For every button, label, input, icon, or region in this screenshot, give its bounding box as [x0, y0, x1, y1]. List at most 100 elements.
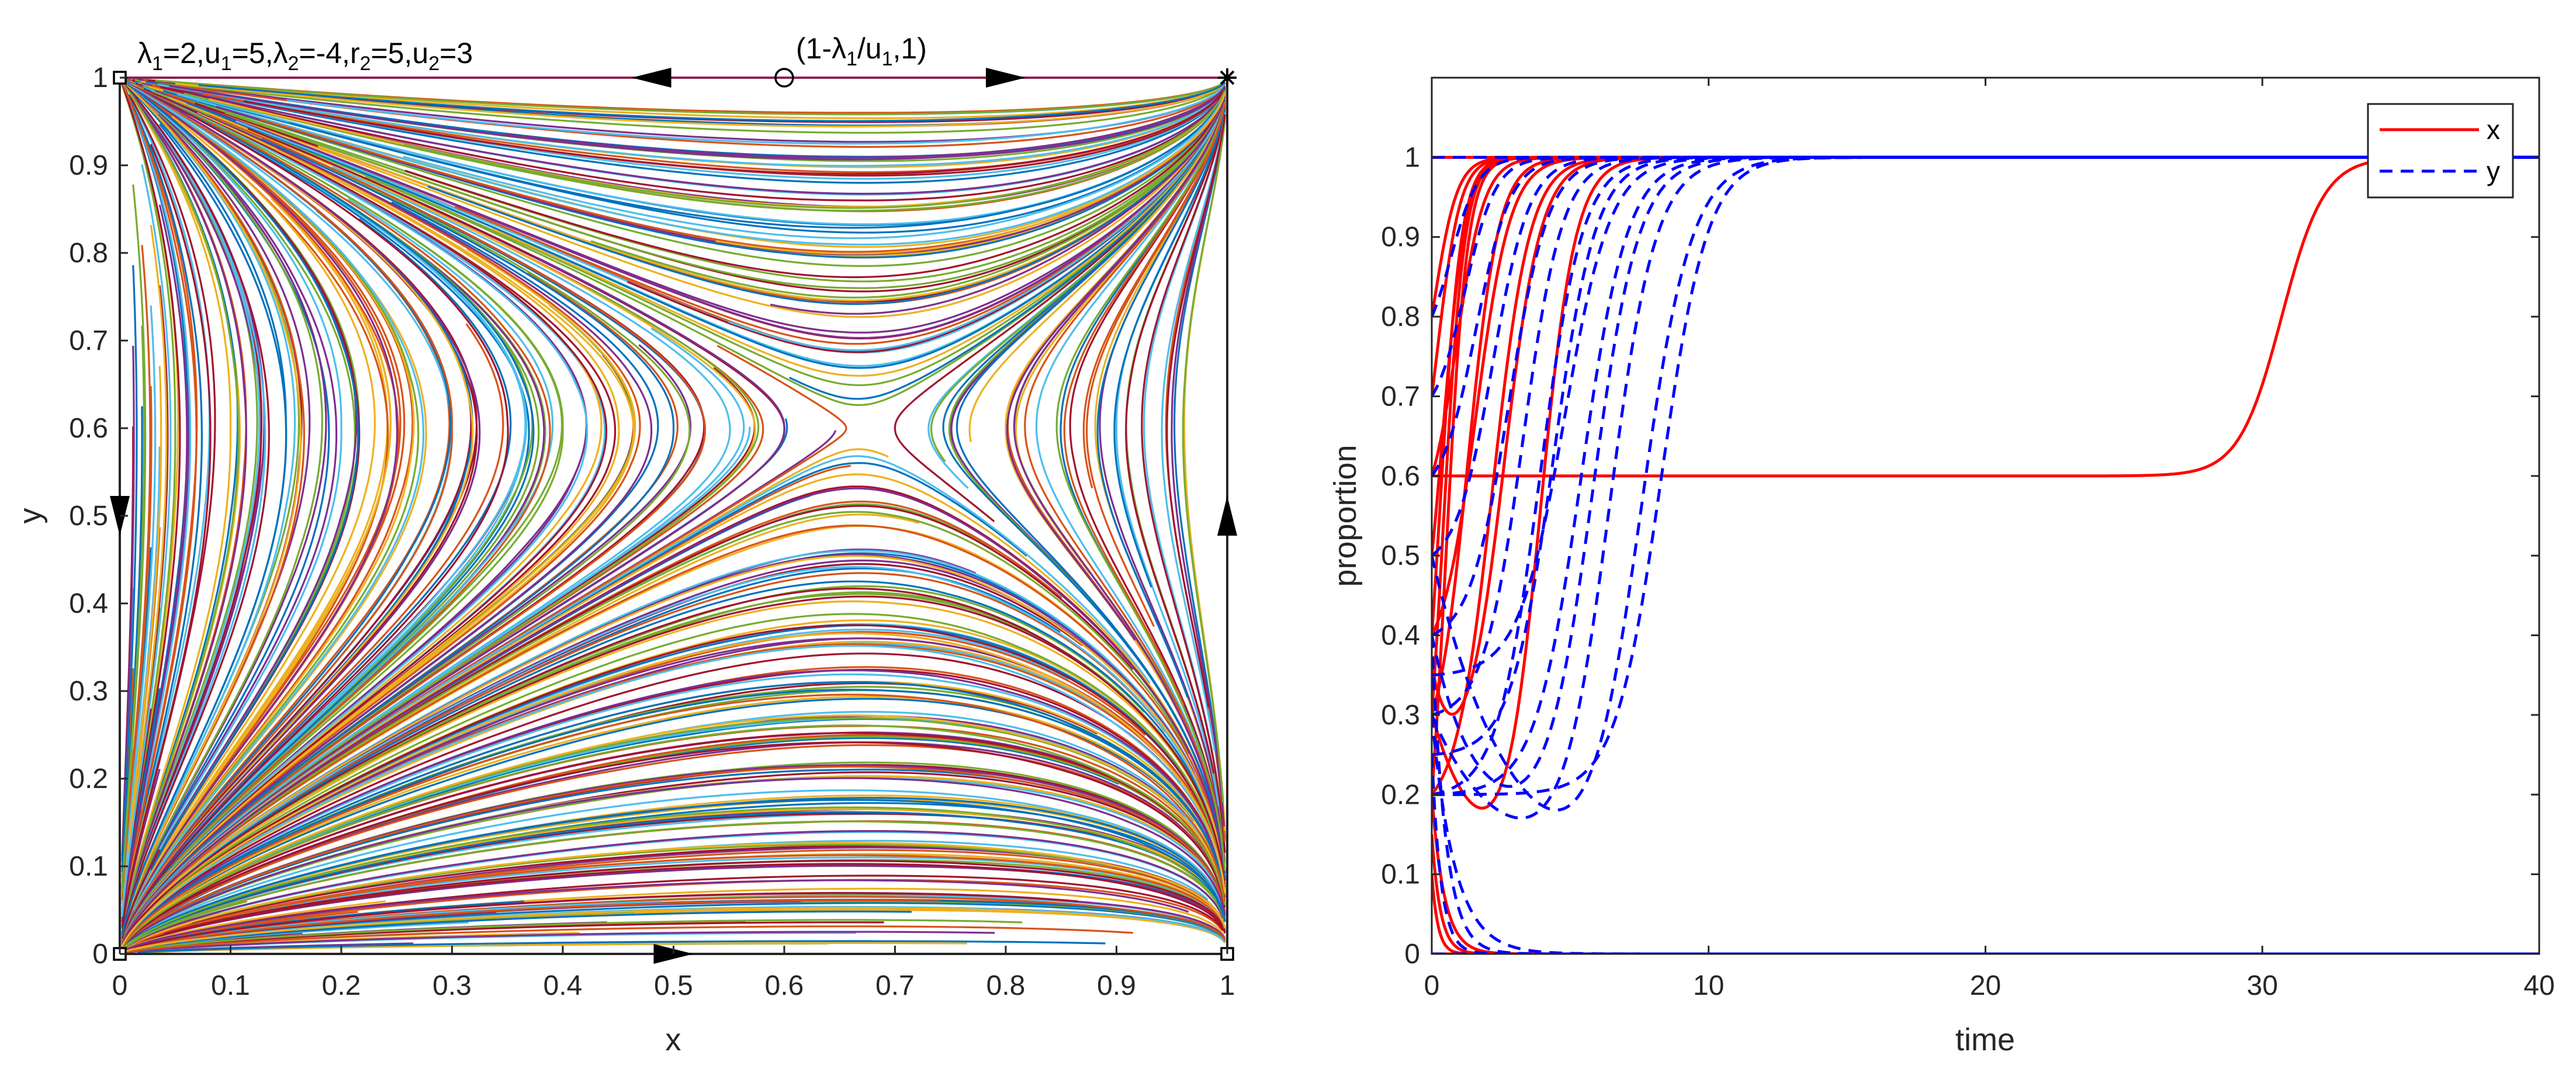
y-tick-label: 0.6	[1381, 461, 1420, 492]
streamline	[1116, 865, 1226, 929]
y-tick-label: 0.2	[1381, 779, 1420, 810]
streamline	[289, 139, 840, 333]
streamline	[1116, 690, 1226, 888]
streamline	[1019, 909, 1226, 943]
streamline	[289, 122, 1020, 229]
streamline	[588, 287, 760, 464]
streamline	[1184, 119, 1226, 376]
streamline	[631, 367, 756, 552]
streamline	[1129, 96, 1226, 210]
streamline	[950, 856, 1226, 931]
x-tick-label: 10	[1693, 970, 1724, 1001]
streamline	[127, 82, 398, 332]
streamline	[927, 374, 969, 489]
streamline	[576, 84, 1226, 134]
streamline	[1063, 375, 1185, 706]
streamline	[1185, 85, 1226, 114]
streamline	[243, 100, 1062, 175]
y-tick-label: 0.3	[69, 676, 108, 707]
x-tick-label: 0.8	[986, 970, 1026, 1001]
streamline	[121, 123, 288, 937]
equilibrium-label: (1-λ1/u1,1)	[796, 32, 927, 70]
x-tick-label: 0.3	[432, 970, 472, 1001]
streamline	[626, 280, 951, 353]
y-tick-label: 0.2	[69, 763, 108, 794]
streamline	[141, 940, 1106, 953]
y-tick-label: 0.5	[69, 501, 108, 532]
streamline	[1129, 821, 1226, 916]
x-tick-label: 0	[112, 970, 128, 1001]
y-tick-label: 0.4	[69, 588, 108, 619]
streamline	[1074, 725, 1226, 898]
arrow-left	[631, 68, 671, 88]
streamline	[152, 93, 508, 420]
streamline	[121, 245, 151, 900]
streamline	[728, 430, 837, 508]
streamline	[1006, 384, 1136, 641]
streamline	[1115, 515, 1226, 862]
streamline	[716, 345, 840, 421]
streamline	[134, 86, 398, 420]
streamline	[1171, 594, 1226, 853]
streamline	[174, 114, 406, 604]
streamline	[122, 907, 1161, 953]
streamline	[202, 135, 401, 683]
x-tick-label: 0.1	[211, 970, 250, 1001]
phase-title: λ1=2,u1=5,λ2=-4,r2=5,u2=3	[137, 37, 473, 75]
x-tick-label: 0.4	[543, 970, 583, 1001]
x-tick-label: 0.6	[765, 970, 804, 1001]
streamline	[1082, 200, 1186, 489]
time-series-panel: 0 10 20 30 40 00.10.20.30.40.50.60.70.80.91 …	[1328, 77, 2555, 1057]
streamline	[839, 505, 1134, 671]
x-axis-ticks: 0 0.1 0.2 0.3 0.4 0.5 0.6 0.7 0.8 0.9 1	[112, 946, 1235, 1001]
streamline	[298, 218, 512, 727]
x-tick-label: 40	[2523, 970, 2554, 1001]
streamline	[121, 487, 1062, 945]
streamline	[391, 201, 659, 508]
streamline	[157, 113, 311, 692]
streamline	[128, 94, 216, 639]
y-tick-label: 1	[1404, 142, 1420, 173]
streamline	[197, 111, 619, 420]
streamline	[261, 137, 675, 428]
streamline	[537, 257, 785, 428]
streamline	[126, 925, 1133, 953]
streamline	[770, 208, 1131, 315]
legend-x-label: x	[2487, 114, 2500, 145]
streamline	[1141, 108, 1226, 595]
series-x-line	[1432, 155, 2539, 478]
streamline	[1116, 778, 1226, 905]
streamline	[121, 587, 1117, 946]
streamline	[930, 339, 1007, 463]
streamline	[1005, 778, 1226, 912]
streamline	[968, 252, 1117, 443]
streamline	[454, 206, 895, 345]
streamline	[908, 471, 1151, 684]
y-tick-label: 0.7	[1381, 381, 1420, 412]
streamline	[1073, 463, 1219, 814]
streamline	[410, 874, 1224, 932]
streamline	[853, 462, 1028, 557]
streamline	[797, 448, 889, 473]
streamline	[121, 144, 212, 927]
legend-y-label: y	[2487, 156, 2500, 186]
equilibrium-star	[1218, 68, 1237, 87]
streamline	[1171, 682, 1226, 871]
y-tick-label: 0.9	[69, 150, 108, 181]
streamline	[230, 682, 1098, 867]
streamline	[650, 327, 745, 517]
streamline	[1074, 82, 1226, 114]
streamline	[121, 777, 1130, 950]
y-axis-ticks: 0 0.1 0.2 0.3 0.4 0.5 0.6 0.7 0.8 0.9 1	[69, 63, 128, 970]
streamline	[1171, 93, 1226, 158]
streamline	[168, 96, 674, 342]
streamline	[742, 525, 1093, 636]
phase-portrait-panel: 0 0.1 0.2 0.3 0.4 0.5 0.6 0.7 0.8 0.9 1 0 0.1 0.2 0.3…	[13, 32, 1237, 1057]
streamline	[491, 228, 853, 377]
streamline	[1013, 99, 1226, 727]
streamline	[121, 632, 1173, 947]
streamline	[171, 115, 376, 639]
y-tick-label: 0.9	[1381, 222, 1420, 253]
legend-box	[2367, 103, 2514, 199]
